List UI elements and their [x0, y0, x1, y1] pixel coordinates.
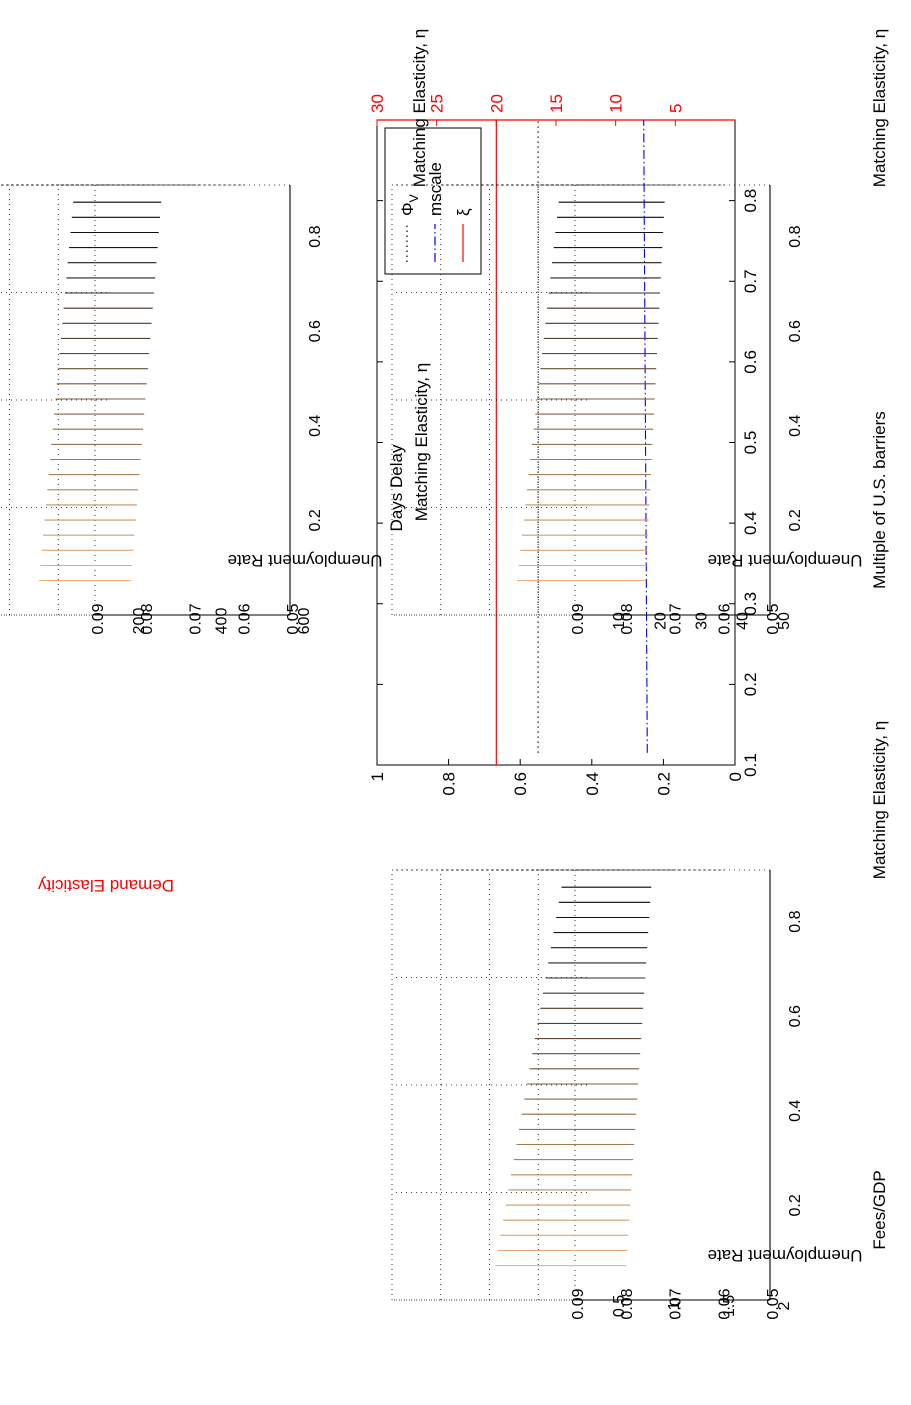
y-tick-label: 0.2: [787, 1194, 804, 1216]
z-tick-label: 0.06: [716, 603, 733, 634]
line-panel-plot: 0.10.20.30.40.50.60.70.800.20.40.60.8151…: [368, 94, 760, 796]
z-tick-label: 0.09: [570, 1288, 587, 1319]
legend-label-phi: ΦV: [398, 194, 421, 216]
z-tick-label: 0.05: [765, 603, 782, 634]
y-tick-label: 0.6: [787, 1005, 804, 1027]
surface-multiple-xlabel: Multiple of U.S. barriers: [870, 411, 889, 589]
y-tick-label: 0.8: [787, 225, 804, 247]
y-tick-label-left: 0.4: [583, 772, 602, 796]
legend: ΦV mscale ξ: [384, 127, 482, 275]
z-tick-label: 0.08: [619, 1288, 636, 1319]
z-tick-label: 0.06: [716, 1288, 733, 1319]
surface-fees-xlabel: Fees/GDP: [870, 1170, 889, 1249]
y-tick-label: 0.4: [787, 1100, 804, 1122]
z-tick-label: 0.07: [188, 603, 205, 634]
line-panel-ticks: 0.10.20.30.40.50.60.70.800.20.40.60.8151…: [368, 94, 760, 796]
y-tick-label-left: 0.2: [654, 772, 673, 796]
x-tick-label: 0.5: [741, 431, 760, 455]
surface-days-xlabel: Days Delay: [387, 444, 406, 531]
y-tick-label: 0.8: [307, 225, 324, 247]
surface-days-delay: 0.05 0.06 0.07 0.08 0.09 600 400 200 0.2 0.4 0.6 0.…: [0, 184, 324, 635]
surface-fees-gdp: 0.05 0.06 0.07 0.08 0.09 2 1.5 1 0.5 0.2 0.4 0.6 0.8: [391, 869, 804, 1320]
y-tick-label: 0.2: [787, 509, 804, 531]
x-tick-label: 0.3: [741, 592, 760, 616]
x-tick-label: 1: [666, 1301, 683, 1310]
x-tick-label: 20: [652, 612, 669, 630]
surface-multiple-ylabel: Matching Elasticity, η: [870, 29, 889, 187]
z-tick-label: 0.08: [619, 603, 636, 634]
x-tick-label: 50: [776, 612, 793, 630]
z-tick-label: 0.06: [236, 603, 253, 634]
legend-phi-main: Φ: [398, 202, 417, 216]
series-line-1: [643, 119, 648, 753]
x-tick-label: 400: [214, 608, 231, 635]
surface-multiple-zlabel: Unemployment Rate: [708, 551, 863, 570]
surface-fees-ylabel: Matching Elasticity, η: [870, 721, 889, 879]
y-tick-label: 0.4: [307, 415, 324, 437]
y-tick-label-right: 20: [487, 94, 506, 113]
x-tick-label: 30: [694, 612, 711, 630]
surface-fees-zlabel: Unemployment Rate: [708, 1246, 863, 1265]
z-tick-label: 0.05: [285, 603, 302, 634]
y-tick-label-right: 5: [666, 104, 685, 113]
x-tick-label: 0.6: [741, 350, 760, 374]
x-tick-label: 0.1: [741, 753, 760, 777]
x-tick-label: 40: [735, 612, 752, 630]
x-tick-label: 2: [776, 1301, 793, 1310]
x-tick-label: 200: [131, 608, 148, 635]
y-tick-label-left: 0.6: [511, 772, 530, 796]
legend-label-xi: ξ: [454, 208, 473, 216]
y-tick-label: 0.8: [787, 910, 804, 932]
line-panel-series: [495, 119, 648, 765]
z-tick-label: 0.07: [668, 603, 685, 634]
x-tick-label: 0.4: [741, 511, 760, 535]
line-panel-xlabel: Matching Elasticity, η: [412, 363, 431, 521]
x-tick-label: 0.2: [741, 673, 760, 697]
surface-multiple-barriers: 0.05 0.06 0.07 0.08 0.09 50 40 30 20 10 0.2 0.4 0.6 0…: [391, 184, 804, 635]
z-tick-label: 0.09: [90, 603, 107, 634]
x-tick-label: 0.7: [741, 269, 760, 293]
y-tick-label: 0.4: [787, 415, 804, 437]
x-tick-label: 0.8: [741, 189, 760, 213]
y-tick-label: 0.6: [307, 320, 324, 342]
y-tick-label-right: 25: [428, 94, 447, 113]
y-tick-label: 0.2: [307, 509, 324, 531]
y-tick-label-left: 0.8: [440, 772, 459, 796]
z-tick-label: 0.08: [139, 603, 156, 634]
x-tick-label: 600: [296, 608, 313, 635]
x-tick-label: 10: [611, 612, 628, 630]
y-tick-label-left: 0: [726, 772, 745, 781]
y-tick-label-right: 15: [547, 94, 566, 113]
line-panel: 0.10.20.30.40.50.60.70.800.20.40.60.8151…: [37, 94, 760, 895]
legend-label-mscale: mscale: [426, 162, 445, 216]
z-tick-label: 0.07: [668, 1288, 685, 1319]
z-tick-label: 0.09: [570, 603, 587, 634]
x-tick-label: 0.5: [611, 1295, 628, 1317]
line-panel-right-ylabel: Demand Elasticity: [37, 876, 174, 895]
legend-box: [384, 127, 482, 275]
x-tick-label: 1.5: [721, 1295, 738, 1317]
y-tick-label-right: 30: [368, 94, 387, 113]
z-tick-label: 0.05: [765, 1288, 782, 1319]
y-tick-label-right: 10: [607, 94, 626, 113]
y-tick-label: 0.6: [787, 320, 804, 342]
surface-days-zlabel: Unemployment Rate: [228, 551, 383, 570]
y-tick-label-left: 1: [368, 772, 387, 781]
surface-days-ylabel: Matching Elasticity, η: [410, 29, 429, 187]
legend-phi-sub: V: [407, 194, 421, 202]
